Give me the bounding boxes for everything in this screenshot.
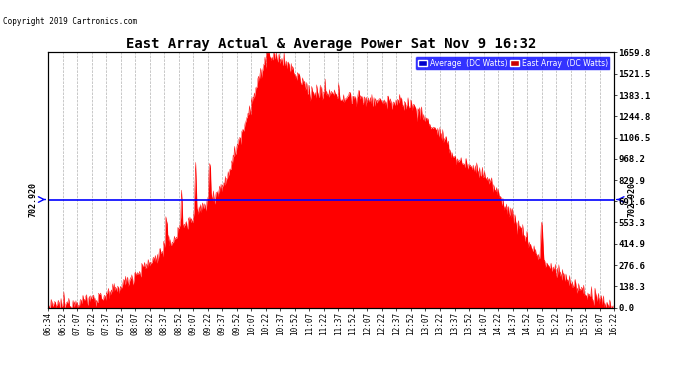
Text: 702.920: 702.920: [628, 182, 637, 217]
Title: East Array Actual & Average Power Sat Nov 9 16:32: East Array Actual & Average Power Sat No…: [126, 38, 536, 51]
Text: 702.920: 702.920: [29, 182, 38, 217]
Legend: Average  (DC Watts), East Array  (DC Watts): Average (DC Watts), East Array (DC Watts…: [415, 56, 610, 70]
Text: Copyright 2019 Cartronics.com: Copyright 2019 Cartronics.com: [3, 17, 137, 26]
